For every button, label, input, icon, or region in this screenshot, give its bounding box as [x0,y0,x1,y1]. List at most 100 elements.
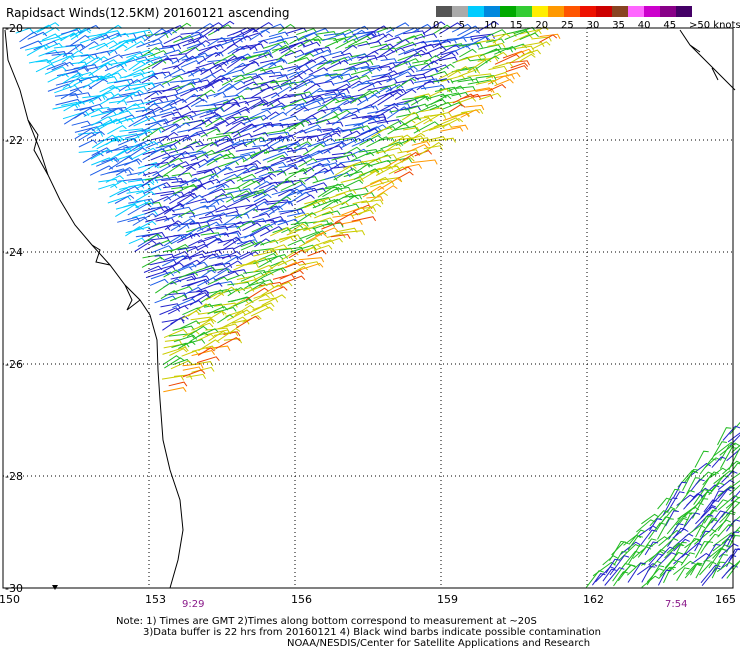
wind-barb [277,94,304,100]
wind-barb [267,200,294,207]
wind-barb [269,180,295,186]
wind-barb [272,178,292,190]
wind-barb [117,92,137,105]
y-tick-label: -22 [5,134,23,147]
wind-barb [286,226,311,236]
wind-barb [225,213,250,219]
wind-barb [169,98,187,106]
wind-barb [209,253,232,259]
wind-barb [303,223,326,232]
wind-barb [190,98,208,108]
wind-barb [297,35,323,48]
wind-barb [502,50,526,59]
wind-barb [397,52,422,62]
wind-barb [304,72,332,82]
wind-barb [134,239,157,253]
wind-barb [362,185,385,198]
wind-barb [250,132,269,138]
wind-barb [719,442,740,456]
wind-barb [231,53,252,63]
wind-barb [154,103,174,113]
wind-barb [367,55,388,61]
wind-barb [209,268,233,281]
wind-barb [182,259,202,268]
wind-barb [604,567,625,586]
wind-barb [242,315,262,323]
wind-barb [189,294,211,306]
wind-barb [539,33,561,39]
wind-barb [222,255,242,266]
wind-barb [362,113,387,120]
wind-barb [695,559,711,579]
wind-barb [266,93,291,107]
wind-barb [447,65,470,78]
wind-barb [492,62,513,69]
australia-coastline [4,29,184,589]
wind-barb [128,60,146,71]
wind-barb [186,325,208,337]
wind-barb [726,560,740,579]
wind-barb [298,158,318,168]
wind-barb [150,50,168,57]
wind-barb [235,179,256,189]
colorbar-swatch [468,6,484,17]
wind-barb [169,191,195,205]
wind-barb [240,241,265,251]
wind-barb [163,193,181,202]
wind-barb [375,164,400,176]
wind-barb [252,21,273,33]
wind-barb [136,180,155,190]
wind-barb [451,23,472,33]
wind-barb [168,381,188,387]
wind-barb [164,292,188,298]
wind-barb [205,51,224,57]
wind-barb [213,286,236,300]
wind-barb [116,117,134,125]
wind-barb [376,147,403,154]
wind-barb [332,80,351,86]
wind-barb [510,50,535,63]
wind-barb [150,271,175,280]
wind-barb [384,158,404,168]
wind-barb [649,510,669,527]
wind-barb [334,211,359,224]
wind-barb [128,116,150,128]
wind-barb [289,35,308,45]
wind-barb [519,53,536,63]
wind-barb [389,68,415,77]
wind-barb [298,237,321,248]
wind-barb [207,310,227,321]
wind-barb [197,237,224,251]
wind-barb [448,45,471,55]
wind-barb [188,239,206,247]
wind-barb [134,29,153,35]
wind-barb [683,493,703,510]
wind-barb [170,294,188,302]
wind-barb [609,540,627,561]
wind-barb [405,103,429,111]
wind-barb [195,265,215,272]
wind-barb [196,149,216,159]
wind-barb [428,123,453,131]
wind-barb [213,20,235,33]
wind-barb [97,30,121,36]
wind-barb [295,68,314,78]
wind-barb [245,198,269,210]
wind-barb [233,239,255,250]
wind-barb [236,262,259,269]
wind-barb [666,542,684,554]
wind-barb [185,40,211,55]
wind-barb [240,241,258,248]
wind-barb [403,30,426,36]
wind-barb [505,65,528,73]
wind-barb [171,114,194,121]
wind-barb [261,294,287,306]
wind-barb [89,165,114,176]
wind-barb [91,56,109,66]
wind-barb [200,188,226,198]
wind-barb [357,105,379,111]
wind-barb [279,208,305,215]
wind-barb [317,183,343,198]
wind-barb [307,141,327,148]
wind-barb [440,92,462,98]
